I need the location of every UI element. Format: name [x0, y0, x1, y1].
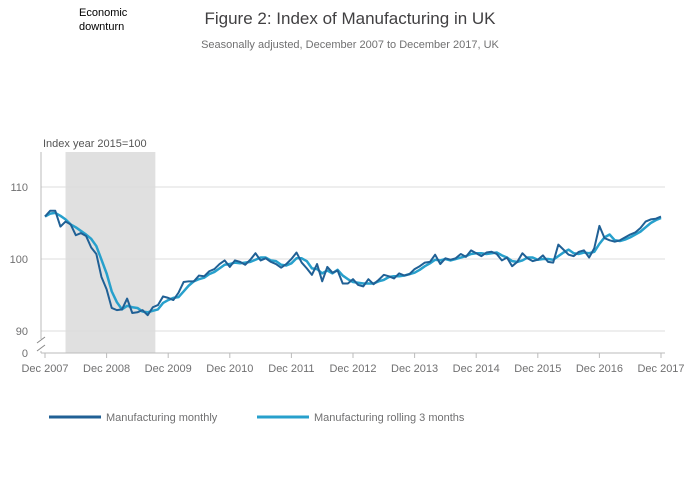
x-tick-label-6: Dec 2013	[391, 363, 438, 375]
annotation-line1: Economic	[79, 7, 128, 19]
x-tick-label-5: Dec 2012	[329, 363, 376, 375]
shaded-region-group	[65, 152, 156, 353]
x-tick-label-3: Dec 2010	[206, 363, 253, 375]
chart-title: Figure 2: Index of Manufacturing in UK	[204, 9, 496, 28]
x-tick-label-10: Dec 2017	[637, 363, 684, 375]
gridlines	[41, 186, 665, 332]
x-tick-label-4: Dec 2011	[268, 363, 314, 375]
x-tick-label-2: Dec 2009	[145, 363, 192, 375]
legend-label-0: Manufacturing monthly	[106, 412, 218, 424]
legend-label-1: Manufacturing rolling 3 months	[314, 412, 465, 424]
y-tick-label-110: 110	[10, 182, 28, 194]
series-line-1	[44, 211, 662, 314]
series-line-0	[44, 209, 662, 317]
x-tick-label-1: Dec 2008	[83, 363, 130, 375]
x-tick-label-0: Dec 2007	[21, 363, 68, 375]
shaded-region	[65, 152, 156, 353]
y-tick-label-100: 100	[10, 254, 28, 266]
x-axis: Dec 2007 Dec 2008 Dec 2009 Dec 2010 Dec 2011…	[21, 352, 685, 375]
chart-subtitle: Seasonally adjusted, December 2007 to De…	[201, 39, 499, 51]
x-tick-label-7: Dec 2014	[453, 363, 500, 375]
annotation-line2: downturn	[79, 21, 124, 33]
y-axis: 0 90 100 110	[10, 152, 46, 360]
legend: Manufacturing monthly Manufacturing rolli…	[49, 412, 465, 424]
y-axis-unit-label: Index year 2015=100	[43, 138, 147, 150]
chart-title-group: Figure 2: Index of Manufacturing in UK S…	[201, 9, 499, 51]
y-axis-break-marker	[36, 336, 46, 352]
y-tick-label-90: 90	[16, 326, 28, 338]
y-tick-label-0: 0	[22, 348, 28, 360]
annotation-group: Economic downturn	[79, 7, 128, 33]
x-tick-label-9: Dec 2016	[576, 363, 623, 375]
series-lines	[44, 209, 662, 317]
x-tick-label-8: Dec 2015	[514, 363, 561, 375]
